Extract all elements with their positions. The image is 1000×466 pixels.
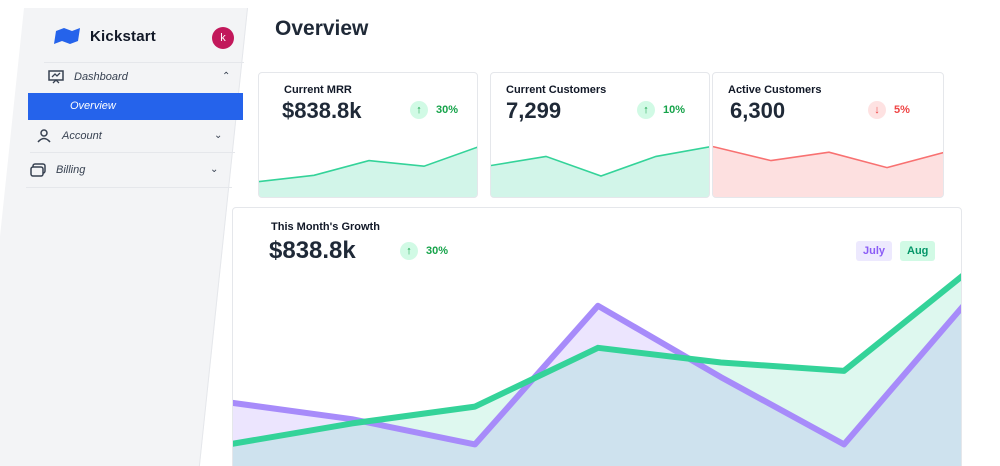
delta-badge: ↓ 5% <box>868 101 910 119</box>
legend-aug[interactable]: Aug <box>900 241 936 261</box>
series-area-aug <box>233 277 961 466</box>
arrow-up-icon: ↑ <box>410 101 428 119</box>
brand[interactable]: Kickstart <box>54 27 156 45</box>
growth-chart <box>233 273 961 466</box>
stat-card-customers <box>490 72 710 198</box>
flag-icon <box>54 28 80 44</box>
sparkline-line <box>713 145 943 169</box>
growth-value: $838.8k <box>269 237 356 264</box>
legend-july[interactable]: July <box>856 241 893 261</box>
avatar[interactable]: k <box>212 27 234 49</box>
delta-badge: ↑ 30% <box>410 101 458 119</box>
brand-name: Kickstart <box>90 27 156 45</box>
sparkline <box>713 145 943 197</box>
growth-title: This Month's Growth <box>271 221 380 233</box>
delta-badge: ↑ 10% <box>637 101 685 119</box>
sidebar-item-label: Overview <box>70 100 116 112</box>
sparkline <box>491 146 709 197</box>
growth-card <box>232 207 962 466</box>
chevron-down-icon[interactable]: ⌄ <box>214 130 223 141</box>
sidebar-item-account[interactable]: Account <box>36 129 102 143</box>
delta-badge: ↑ 30% <box>400 242 448 260</box>
sparkline-line <box>491 146 709 177</box>
stat-card-active <box>712 72 944 198</box>
sparkline <box>259 146 477 197</box>
sidebar-item-label: Dashboard <box>74 71 128 83</box>
series-area-july <box>233 305 961 466</box>
user-icon <box>37 129 51 143</box>
series-line-aug <box>233 273 961 447</box>
sparkline-area <box>491 146 709 197</box>
arrow-up-icon: ↑ <box>400 242 418 260</box>
presentation-icon <box>48 70 64 84</box>
card-label: Current MRR <box>284 84 352 96</box>
sidebar-item-dashboard[interactable]: Dashboard <box>48 70 128 84</box>
divider <box>44 62 244 63</box>
sparkline-line <box>259 146 477 183</box>
chevron-up-icon[interactable]: ⌃ <box>222 71 231 82</box>
delta-value: 30% <box>426 245 449 257</box>
divider <box>30 152 235 153</box>
sparkline-area <box>259 147 477 197</box>
divider <box>26 187 232 188</box>
sidebar-item-overview[interactable]: Overview <box>28 93 243 120</box>
card-value: 6,300 <box>730 98 786 123</box>
card-value: 7,299 <box>506 98 562 123</box>
delta-value: 5% <box>894 104 910 116</box>
card-value: $838.8k <box>282 98 362 123</box>
sidebar-item-label: Account <box>62 130 102 142</box>
sidebar-item-label: Billing <box>56 164 86 176</box>
card-label: Current Customers <box>506 84 607 96</box>
page-title: Overview <box>275 17 369 40</box>
arrow-down-icon: ↓ <box>868 101 886 119</box>
stat-card-mrr <box>258 72 478 198</box>
series-line-july <box>233 302 961 448</box>
credit-card-icon <box>30 163 46 177</box>
sidebar-item-billing[interactable]: Billing <box>30 163 85 177</box>
card-label: Active Customers <box>728 84 822 96</box>
sparkline-area <box>713 146 943 197</box>
chevron-down-icon[interactable]: ⌄ <box>210 164 219 175</box>
delta-value: 10% <box>663 104 686 116</box>
delta-value: 30% <box>436 104 459 116</box>
arrow-up-icon: ↑ <box>637 101 655 119</box>
